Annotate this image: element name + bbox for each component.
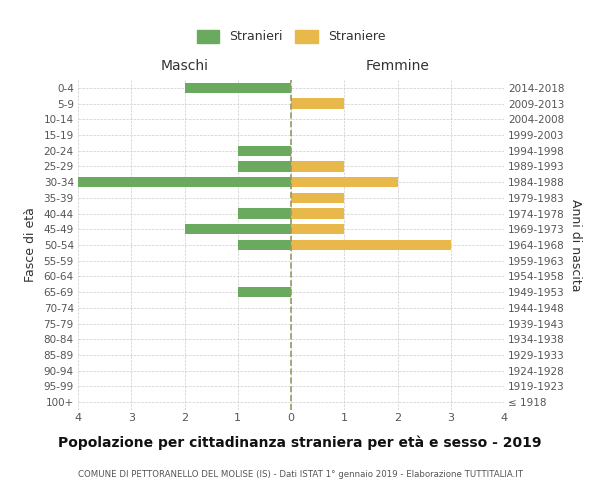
Bar xyxy=(185,224,291,234)
Bar xyxy=(238,146,291,156)
Bar xyxy=(291,240,451,250)
Text: COMUNE DI PETTORANELLO DEL MOLISE (IS) - Dati ISTAT 1° gennaio 2019 - Elaborazio: COMUNE DI PETTORANELLO DEL MOLISE (IS) -… xyxy=(77,470,523,479)
Bar xyxy=(291,193,344,203)
Bar xyxy=(291,162,344,172)
Legend: Stranieri, Straniere: Stranieri, Straniere xyxy=(191,24,392,50)
Bar xyxy=(291,224,344,234)
Bar xyxy=(78,177,291,188)
Bar xyxy=(291,208,344,218)
Text: Maschi: Maschi xyxy=(161,60,209,74)
Bar xyxy=(185,83,291,93)
Bar xyxy=(238,208,291,218)
Bar xyxy=(238,162,291,172)
Y-axis label: Fasce di età: Fasce di età xyxy=(23,208,37,282)
Bar xyxy=(291,98,344,108)
Text: Femmine: Femmine xyxy=(365,60,430,74)
Bar xyxy=(238,287,291,297)
Y-axis label: Anni di nascita: Anni di nascita xyxy=(569,198,581,291)
Bar xyxy=(238,240,291,250)
Bar xyxy=(291,177,398,188)
Text: Popolazione per cittadinanza straniera per età e sesso - 2019: Popolazione per cittadinanza straniera p… xyxy=(58,435,542,450)
